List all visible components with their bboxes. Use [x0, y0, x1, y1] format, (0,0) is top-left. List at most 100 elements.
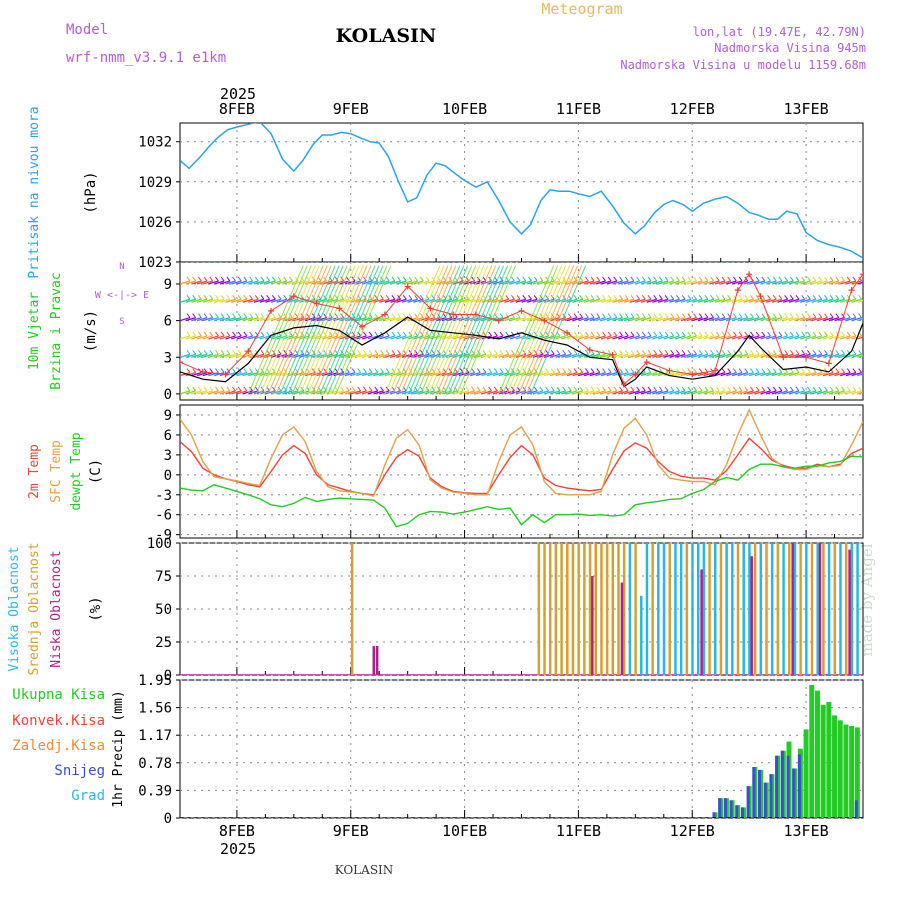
wind-speed-line: [180, 316, 863, 388]
wind-barb-flag: [334, 276, 339, 282]
wind-barb: [361, 335, 373, 340]
y-tick-label: -9: [155, 528, 172, 544]
wind-barb-flag: [511, 349, 515, 355]
wind-barb-flag: [471, 386, 475, 392]
wind-barb-flag: [585, 276, 589, 282]
wind-barb-flag: [397, 276, 401, 282]
wind-barb: [646, 353, 657, 358]
wind-barb-flag: [602, 295, 606, 300]
wind-barb-flag: [676, 276, 680, 282]
wind-barb-flag: [528, 295, 532, 300]
wind-barb-flag: [755, 295, 760, 300]
wind-barb: [470, 390, 481, 395]
wind-barb: [384, 353, 396, 358]
wind-barb-flag: [522, 295, 527, 300]
wind-barb-flag: [852, 386, 857, 392]
wind-barb-flag: [796, 255, 799, 259]
wind-barb: [578, 298, 589, 303]
cloud-bar-0: [645, 543, 649, 675]
wind-barb: [766, 335, 777, 340]
wind-barb: [208, 316, 219, 322]
wind-barb: [857, 318, 863, 322]
wind-barb-flag: [864, 255, 867, 259]
wind-barb-flag: [784, 276, 789, 282]
wind-barb-flag: [812, 386, 817, 392]
wind-barb-flag: [220, 295, 225, 300]
wind-barb-flag: [847, 255, 850, 259]
wind-barb: [714, 316, 726, 322]
wind-barb: [191, 298, 202, 303]
wind-barb: [504, 353, 515, 358]
wind-barb-flag: [852, 368, 857, 373]
credit-watermark: made by Angel: [858, 543, 876, 656]
wind-barb-flag: [562, 368, 567, 373]
wind-barb-flag: [806, 386, 811, 392]
wind-barb-flag: [641, 313, 646, 318]
wind-barb: [333, 371, 344, 377]
wind-barb-flag: [767, 386, 771, 392]
wind-barb: [441, 298, 453, 303]
wind-barb: [794, 280, 805, 285]
wind-barb: [532, 298, 544, 303]
wind-barb: [817, 280, 828, 285]
wind-barb-flag: [818, 331, 823, 337]
wind-barb-flag: [323, 313, 328, 318]
wind-barb-flag: [476, 368, 481, 373]
wind-barb: [367, 371, 379, 377]
wind-barb-flag: [778, 386, 783, 392]
wind-barb: [396, 298, 407, 303]
cloud-bar-0: [748, 543, 751, 675]
wind-barb-diag: [323, 265, 380, 395]
wind-barb-flag: [533, 331, 538, 337]
y-tick-label: 0.78: [138, 756, 172, 772]
wind-barb-flag: [533, 295, 538, 300]
wind-barb: [845, 280, 857, 285]
wind-barb: [811, 371, 822, 377]
wind-barb: [492, 353, 504, 358]
wind-barb-flag: [215, 331, 219, 337]
cloud-bar-1: [810, 543, 814, 675]
wind-barb-diag: [392, 265, 449, 395]
wind-barb: [196, 371, 208, 377]
wind-barb-flag: [773, 255, 776, 259]
wind-barb: [657, 280, 669, 285]
wind-barb: [680, 280, 692, 285]
wind-barb: [515, 280, 526, 285]
wind-barb-flag: [585, 313, 589, 318]
wind-barb-flag: [715, 295, 720, 300]
wind-barb-flag: [738, 276, 743, 282]
wind-barb: [373, 353, 384, 358]
wind-barb-flag: [187, 255, 190, 259]
cloud-bar-0: [759, 543, 763, 675]
wind-barb-flag: [391, 313, 396, 318]
wind-barb: [845, 371, 857, 377]
wind-barb: [731, 371, 743, 377]
wind-gust-marker: [620, 381, 627, 388]
wind-barb: [549, 371, 561, 377]
wind-barb-flag: [789, 386, 794, 392]
wind-barb-flag: [693, 313, 697, 318]
wind-barb-flag: [402, 331, 407, 337]
wind-barb-flag: [738, 313, 743, 318]
wind-barb-flag: [687, 349, 692, 355]
wind-barb: [788, 371, 800, 377]
cloud-bar-0: [816, 543, 819, 675]
wind-barb-flag: [351, 386, 356, 392]
cloud-bar-0: [691, 543, 694, 675]
wind-barb: [595, 298, 606, 303]
wind-barb: [663, 335, 674, 340]
wind-barb: [344, 298, 356, 303]
wind-barb: [589, 371, 600, 377]
wind-gust-marker: [245, 348, 252, 355]
cloud-bar-0: [856, 543, 859, 675]
wind-barb-flag: [784, 349, 789, 355]
wind-barb-flag: [192, 349, 197, 355]
wind-barb-flag: [243, 276, 248, 282]
wind-barb: [737, 316, 748, 322]
cloud-bar-1: [611, 543, 615, 675]
wind-barb: [196, 353, 208, 358]
wind-barb: [185, 280, 196, 285]
wind-barb-flag: [852, 331, 857, 337]
wind-barb-flag: [836, 255, 839, 259]
wind-barb: [828, 390, 840, 395]
